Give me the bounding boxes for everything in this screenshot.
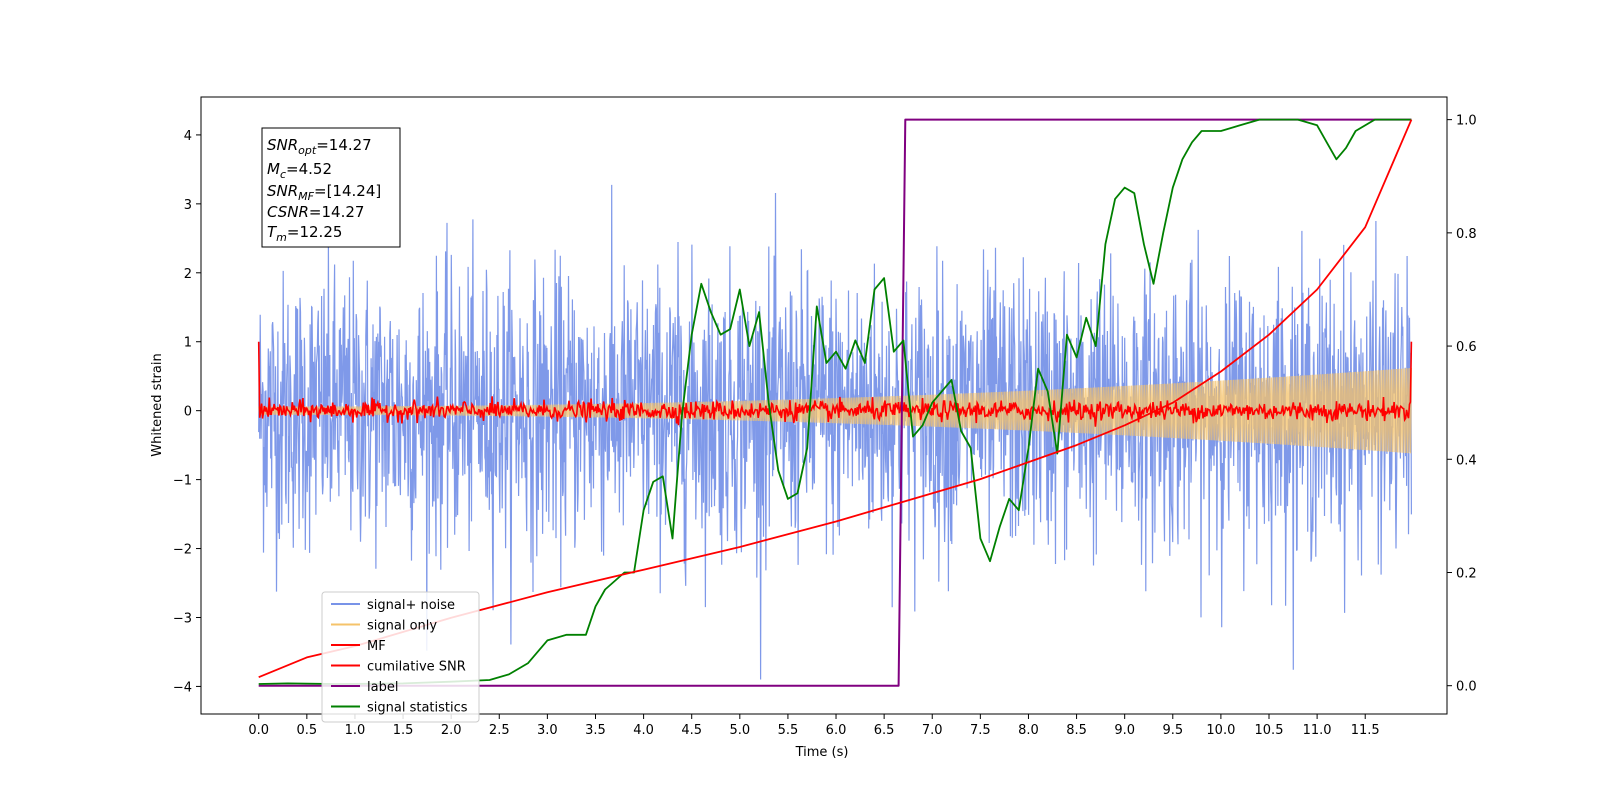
series-label: [258, 118, 1412, 687]
y2-tick-label: 1.0: [1456, 114, 1477, 129]
y-tick-label: 0: [184, 405, 192, 420]
legend-label: MF: [367, 639, 386, 654]
x-tick-label: 9.5: [1162, 723, 1183, 738]
x-tick-label: 1.0: [345, 723, 366, 738]
y-tick-label: 4: [184, 129, 192, 144]
x-tick-label: 11.5: [1351, 723, 1380, 738]
info-box: SNRopt=14.27 Mc=4.52 SNRMF=[14.24] CSNR=…: [261, 127, 401, 248]
y2-tick-label: 0.2: [1456, 566, 1477, 581]
info-snr-mf: SNRMF=[14.24]: [267, 182, 381, 203]
y-tick-label: −1: [173, 474, 192, 489]
x-tick-label: 0.5: [296, 723, 317, 738]
series-signal-statistics: [258, 118, 1412, 685]
y-tick-label: −2: [173, 543, 192, 558]
legend-label: signal only: [367, 619, 437, 634]
plot-frame: [200, 96, 1448, 715]
info-csnr: CSNR=14.27: [267, 203, 364, 221]
y-axis-right: 1.0 0.8 0.6 0.4 0.2 0.0: [1447, 114, 1477, 695]
y2-tick-label: 0.6: [1456, 340, 1477, 355]
x-tick-label: 10.5: [1255, 723, 1284, 738]
y2-tick-label: 0.4: [1456, 453, 1477, 468]
y-axis-left: 4 3 2 1 0 −1 −2 −3 −4: [173, 129, 201, 695]
y2-tick-label: 0.0: [1456, 680, 1477, 695]
x-tick-label: 2.0: [441, 723, 462, 738]
x-axis: 0.0 0.5 1.0 1.5 2.0 2.5 3.0 3.5 4.0 4.5 5.0 5.5 6.0 6…: [248, 714, 1380, 738]
x-axis-label: Time (s): [795, 745, 849, 760]
series-mf: [257, 341, 1413, 427]
x-tick-label: 3.0: [537, 723, 558, 738]
x-tick-label: 8.5: [1066, 723, 1087, 738]
y-tick-label: −3: [173, 611, 192, 626]
x-tick-label: 3.5: [585, 723, 606, 738]
y-axis-label: Whitened strain: [150, 353, 165, 456]
y2-tick-label: 0.8: [1456, 227, 1477, 242]
series-signal-only: [258, 367, 1412, 454]
x-tick-label: 7.0: [922, 723, 943, 738]
info-mc: Mc=4.52: [267, 160, 332, 181]
x-tick-label: 6.5: [874, 723, 895, 738]
series-layer: [257, 118, 1413, 687]
x-tick-label: 9.0: [1114, 723, 1135, 738]
x-tick-label: 1.5: [393, 723, 414, 738]
x-tick-label: 7.5: [970, 723, 991, 738]
x-tick-label: 0.0: [248, 723, 269, 738]
x-tick-label: 11.0: [1303, 723, 1332, 738]
legend-label: signal statistics: [367, 701, 468, 716]
x-tick-label: 2.5: [489, 723, 510, 738]
x-tick-label: 5.5: [778, 723, 799, 738]
x-tick-label: 4.5: [681, 723, 702, 738]
x-tick-label: 10.0: [1206, 723, 1235, 738]
legend-label: label: [367, 680, 398, 695]
x-tick-label: 8.0: [1018, 723, 1039, 738]
x-tick-label: 4.0: [633, 723, 654, 738]
info-snr-opt: SNRopt=14.27: [267, 136, 372, 157]
y-tick-label: 3: [184, 198, 192, 213]
legend-label: cumilative SNR: [367, 660, 466, 675]
x-tick-label: 5.0: [729, 723, 750, 738]
legend: signal+ noise signal only MF cumilative SNR…: [321, 591, 480, 723]
y-tick-label: −4: [173, 680, 192, 695]
y-tick-label: 1: [184, 336, 192, 351]
legend-label: signal+ noise: [367, 598, 455, 613]
x-tick-label: 6.0: [826, 723, 847, 738]
y-tick-label: 2: [184, 267, 192, 282]
